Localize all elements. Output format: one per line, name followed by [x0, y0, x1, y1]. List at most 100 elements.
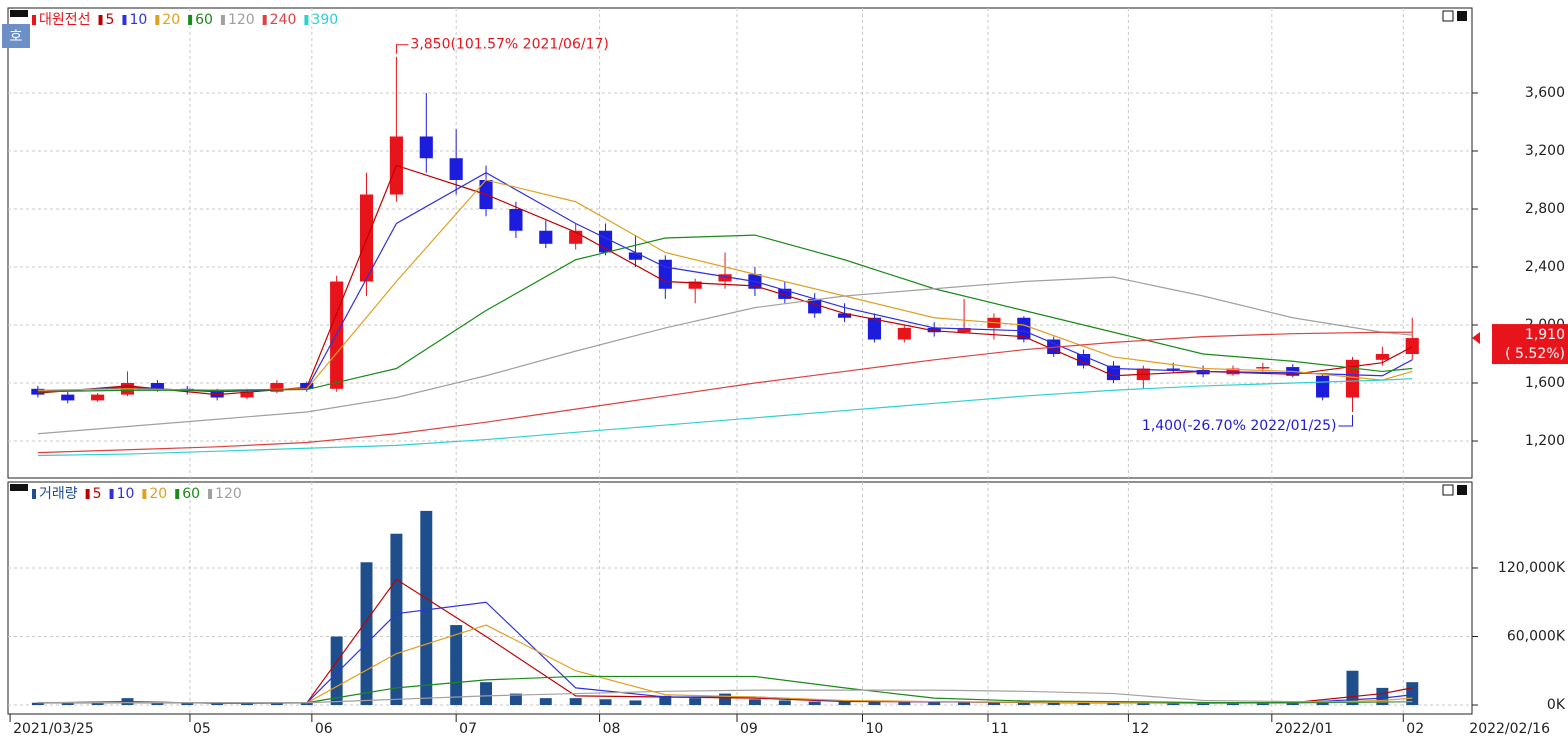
- volume-bar: [300, 702, 313, 706]
- legend-marker: [98, 15, 103, 25]
- legend-label: 120: [228, 12, 255, 28]
- legend-marker: [188, 15, 193, 25]
- candle-body: [837, 313, 852, 318]
- legend-marker: [155, 15, 160, 25]
- x-tick-label: 08: [603, 721, 621, 737]
- annotation-pointer: [1338, 415, 1353, 427]
- volume-bar: [1256, 702, 1269, 706]
- annotation: 3,850(101.57% 2021/06/17): [410, 37, 608, 53]
- candle-body: [658, 259, 672, 289]
- x-tick-label: 2022/01: [1275, 721, 1333, 737]
- candle-body: [867, 317, 882, 340]
- volume-bar: [748, 699, 761, 706]
- y-tick-label: 120,000K: [1498, 560, 1566, 576]
- volume-bar: [1167, 703, 1180, 706]
- candle-body: [449, 158, 463, 180]
- candle-body: [1196, 369, 1210, 375]
- legend-label: 5: [106, 12, 115, 28]
- candle-body: [1316, 375, 1330, 398]
- volume-bar: [868, 701, 881, 706]
- x-tick-label: 10: [865, 721, 883, 737]
- x-tick-label: 11: [991, 721, 1009, 737]
- candle-body: [718, 274, 732, 282]
- moving-average-line: [37, 378, 1413, 457]
- candle-body: [31, 388, 45, 395]
- y-tick-label: 60,000K: [1507, 628, 1566, 644]
- candle-body: [628, 252, 643, 260]
- candle-body: [539, 230, 553, 244]
- candle-body: [1256, 367, 1270, 369]
- window-control[interactable]: [1442, 484, 1454, 496]
- candle-body: [1106, 365, 1121, 381]
- candle-body: [957, 327, 971, 333]
- volume-bar: [211, 703, 224, 706]
- legend-label: 120: [215, 486, 242, 502]
- volume-bar: [1047, 702, 1060, 706]
- volume-bar: [241, 703, 253, 706]
- y-tick-label: 3,200: [1525, 143, 1565, 159]
- volume-bar: [1346, 670, 1359, 706]
- y-tick-label: 1,600: [1525, 375, 1565, 391]
- legend-marker: [32, 489, 36, 499]
- candle-body: [897, 327, 911, 340]
- y-tick-label: 2,400: [1525, 259, 1565, 275]
- legend-marker: [304, 15, 309, 25]
- y-tick-label: 0K: [1547, 697, 1566, 713]
- volume-bar: [719, 693, 732, 706]
- candle-body: [330, 281, 344, 389]
- window-control[interactable]: [1457, 485, 1467, 495]
- candle-body: [927, 327, 941, 333]
- window-control[interactable]: [1442, 10, 1454, 22]
- volume-bar: [91, 703, 104, 706]
- y-tick-label: 2,800: [1525, 201, 1565, 217]
- volume-bar: [569, 698, 582, 706]
- volume-bar: [1227, 703, 1239, 706]
- volume-panel: [7, 481, 1473, 715]
- volume-bar: [1107, 702, 1120, 706]
- candle-body: [808, 298, 822, 314]
- volume-bar: [1197, 703, 1210, 706]
- volume-bar: [689, 698, 702, 706]
- window-control[interactable]: [1457, 11, 1467, 21]
- candle-body: [270, 383, 284, 392]
- candle-body: [1405, 338, 1419, 355]
- volume-bar: [539, 698, 552, 706]
- volume-bar: [480, 682, 493, 706]
- volume-bar: [31, 702, 44, 706]
- candle-body: [1345, 359, 1360, 398]
- last-date: 2022/02/16: [1469, 721, 1550, 737]
- toggle-button-label: 호: [10, 29, 23, 45]
- legend-marker: [175, 489, 180, 499]
- volume-bar: [360, 562, 373, 706]
- candle-body: [1375, 354, 1389, 360]
- panel-icon: [10, 10, 28, 17]
- legend-label: 대원전선: [39, 12, 91, 28]
- volume-bar: [838, 701, 851, 706]
- window-controls[interactable]: [1442, 10, 1467, 496]
- moving-average-line: [37, 689, 1413, 704]
- volume-bar: [509, 693, 522, 706]
- x-tick-label: 09: [740, 721, 758, 737]
- volume-bar: [898, 702, 911, 706]
- moving-average-line: [37, 578, 1413, 704]
- current-price: 1,910: [1525, 327, 1565, 343]
- volume-bar: [1017, 702, 1030, 706]
- volume-bar: [390, 533, 403, 706]
- x-tick-label: 06: [315, 721, 333, 737]
- legend-marker: [32, 15, 36, 25]
- x-tick-label: 07: [459, 721, 477, 737]
- toggle-button[interactable]: [2, 24, 30, 48]
- legend-marker: [208, 489, 213, 499]
- volume-bar: [420, 510, 433, 706]
- volume-bar: [1406, 682, 1419, 706]
- volume-bar: [599, 699, 612, 706]
- volume-bar: [808, 701, 821, 706]
- legend-label: 20: [162, 12, 180, 28]
- volume-bar: [181, 703, 194, 706]
- candle-body: [778, 288, 792, 299]
- volume-bar: [270, 702, 283, 706]
- volume-bar: [987, 702, 1000, 706]
- current-pointer: [1472, 332, 1480, 345]
- volume-bar: [1137, 703, 1150, 706]
- candle-body: [61, 394, 75, 401]
